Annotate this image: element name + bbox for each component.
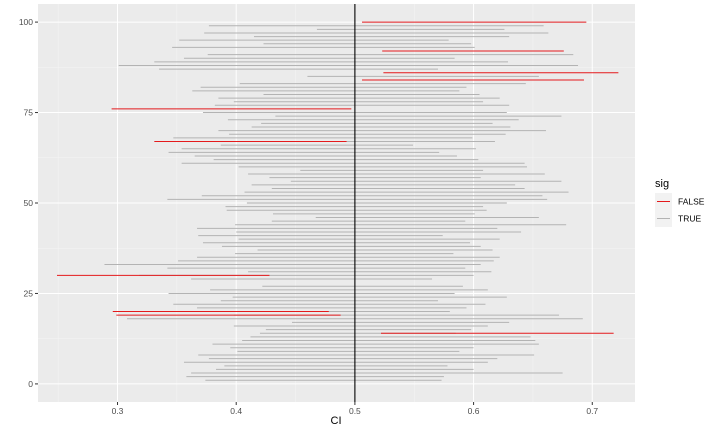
y-tick-label: 25 bbox=[24, 288, 34, 298]
x-tick-label: 0.3 bbox=[112, 406, 124, 416]
legend-title: sig bbox=[655, 178, 669, 190]
x-tick-label: 0.6 bbox=[468, 406, 480, 416]
y-tick-label: 0 bbox=[28, 379, 33, 389]
legend-label-true: TRUE bbox=[678, 214, 701, 224]
y-tick-label: 50 bbox=[24, 198, 34, 208]
series-false bbox=[56, 21, 619, 334]
series-true bbox=[104, 25, 583, 381]
x-axis-title: CI bbox=[331, 415, 342, 427]
x-tick-label: 0.4 bbox=[230, 406, 242, 416]
x-tick-label: 0.7 bbox=[586, 406, 598, 416]
y-tick-label: 100 bbox=[19, 17, 33, 27]
legend: sig FALSE TRUE bbox=[655, 178, 705, 227]
x-axis: 0.3 0.4 0.5 0.6 0.7 bbox=[112, 402, 598, 416]
x-tick-label: 0.5 bbox=[349, 406, 361, 416]
legend-label-false: FALSE bbox=[678, 197, 705, 207]
y-axis: 0 25 50 75 100 bbox=[19, 17, 38, 389]
y-tick-label: 75 bbox=[24, 108, 34, 118]
